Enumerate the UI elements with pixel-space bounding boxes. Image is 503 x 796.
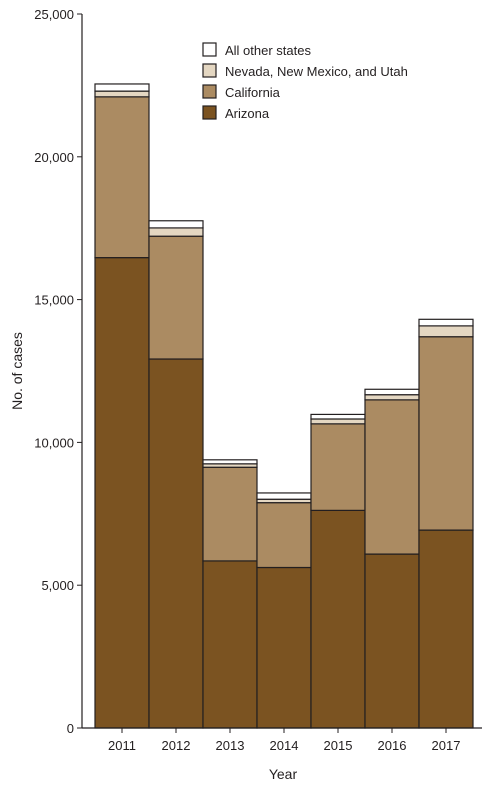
x-tick-label: 2011 [108, 738, 136, 753]
bar-segment [148, 227, 204, 237]
bar-segment [94, 96, 150, 259]
legend-swatch [202, 42, 217, 57]
bar-segment [94, 257, 150, 729]
bar-segment [148, 235, 204, 360]
bar-segment [310, 413, 366, 420]
bar-segment [202, 560, 258, 729]
bars-group [94, 83, 474, 729]
bar-segment [418, 336, 474, 531]
x-tick-label: 2013 [216, 738, 245, 753]
legend: All other states Nevada, New Mexico, and … [202, 42, 408, 121]
bar-segment [364, 399, 420, 555]
x-tick-label: 2014 [270, 738, 299, 753]
bar-segment [94, 83, 150, 92]
bar-segment [364, 388, 420, 396]
bar-segment [148, 220, 204, 229]
bar-segment [94, 90, 150, 98]
bar-segment [202, 466, 258, 562]
bar-segment [148, 358, 204, 729]
x-axis-title: Year [269, 766, 298, 782]
y-tick-label: 15,000 [34, 293, 74, 308]
legend-label: California [225, 85, 281, 100]
bar-segment [310, 423, 366, 511]
legend-label: Nevada, New Mexico, and Utah [225, 64, 408, 79]
bar-segment [364, 394, 420, 401]
bar-segment [310, 418, 366, 425]
legend-swatch [202, 63, 217, 78]
x-tick-label: 2016 [378, 738, 407, 753]
bar-segment [256, 566, 312, 729]
bar-segment [418, 318, 474, 327]
x-tick-label: 2015 [324, 738, 353, 753]
legend-label: All other states [225, 43, 311, 58]
y-tick-label: 25,000 [34, 7, 74, 22]
y-axis-title: No. of cases [9, 332, 25, 410]
legend-swatch [202, 84, 217, 99]
x-axis: 2011 2012 2013 2014 2015 2016 2017 [82, 727, 482, 753]
legend-label: Arizona [225, 106, 270, 121]
bar-segment [256, 502, 312, 569]
bar-segment [418, 325, 474, 338]
bar-segment [310, 509, 366, 729]
x-tick-label: 2012 [162, 738, 191, 753]
bar-segment [202, 459, 258, 465]
y-tick-label: 10,000 [34, 435, 74, 450]
bar-segment [418, 529, 474, 729]
x-tick-label: 2017 [432, 738, 461, 753]
y-tick-label: 20,000 [34, 150, 74, 165]
bar-segment [256, 492, 312, 500]
y-tick-label: 5,000 [41, 578, 74, 593]
bar-segment [364, 553, 420, 729]
y-tick-label: 0 [67, 721, 74, 736]
legend-swatch [202, 105, 217, 120]
y-axis: 0 5,000 10,000 15,000 20,000 25,000 [34, 7, 83, 736]
